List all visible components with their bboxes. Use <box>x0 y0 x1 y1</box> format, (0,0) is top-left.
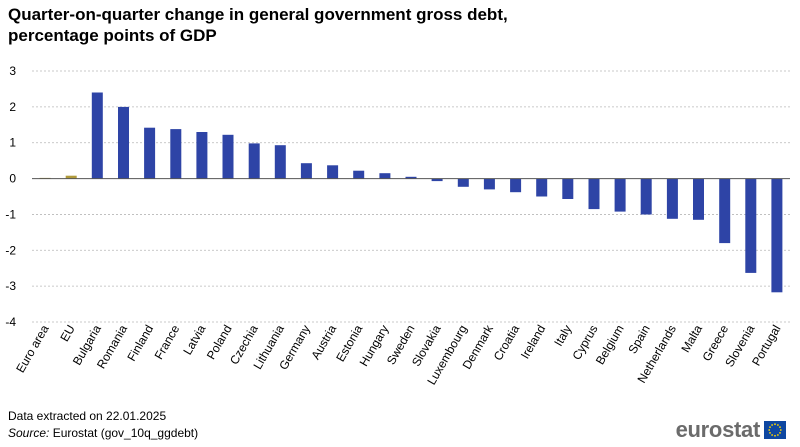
bar-austria <box>327 165 339 179</box>
eu-flag-icon <box>764 421 786 439</box>
bar-spain <box>640 178 652 215</box>
source-note: Source: Eurostat (gov_10q_ggdebt) <box>8 426 198 441</box>
bar-czechia <box>248 143 260 179</box>
chart-title: Quarter-on-quarter change in general gov… <box>8 4 788 46</box>
x-tick-label: France <box>152 322 183 362</box>
x-tick-label: EU <box>57 323 77 344</box>
y-axis-tick-labels: 3 2 1 0 -1 -2 -3 -4 <box>5 64 16 329</box>
bar-germany <box>300 163 312 179</box>
bar-malta <box>693 178 704 220</box>
y-tick-label: -4 <box>5 315 16 329</box>
bar-bulgaria <box>91 92 103 179</box>
x-tick-label: Ireland <box>518 323 548 362</box>
bar-italy <box>562 178 574 199</box>
bar-croatia <box>510 178 522 193</box>
bar-eu <box>65 175 77 179</box>
y-tick-label: -1 <box>5 207 16 221</box>
x-axis-category-labels: Euro area EUBulgariaRomaniaFinlandFranceL… <box>13 322 783 388</box>
bar-romania <box>118 106 129 179</box>
bar-belgium <box>614 178 626 212</box>
x-tick-label: Euro area <box>13 322 52 375</box>
bar-portugal <box>771 178 783 293</box>
x-tick-label: Finland <box>124 323 156 364</box>
source-label: Source: <box>8 426 50 440</box>
x-tick-label: Croatia <box>491 322 523 363</box>
chart-title-line2: percentage points of GDP <box>8 26 217 45</box>
chart-title-line1: Quarter-on-quarter change in general gov… <box>8 5 508 24</box>
bar-denmark <box>483 178 495 190</box>
y-tick-label: 3 <box>9 64 16 78</box>
y-tick-label: 0 <box>9 172 16 186</box>
eurostat-logo-text: eurostat <box>675 417 761 442</box>
bar-finland <box>144 127 156 179</box>
y-tick-label: 1 <box>9 136 16 150</box>
data-extracted-note: Data extracted on 22.01.2025 <box>8 409 167 423</box>
bar-estonia <box>353 170 365 179</box>
y-tick-label: -2 <box>5 243 16 257</box>
bar-slovenia <box>745 178 757 273</box>
eurostat-logo: eurostat <box>675 417 786 442</box>
x-tick-label: Italy <box>551 323 574 349</box>
bar-slovakia <box>431 178 443 182</box>
bar-greece <box>719 178 731 244</box>
bar-netherlands <box>666 178 678 219</box>
bar-hungary <box>379 173 391 179</box>
bar-france <box>170 129 182 179</box>
bar-luxembourg <box>457 178 469 187</box>
x-tick-label: Spain <box>625 323 652 357</box>
y-tick-label: 2 <box>9 100 16 114</box>
bar-poland <box>222 134 234 179</box>
bar-latvia <box>196 132 208 179</box>
x-tick-label: Malta <box>678 322 705 355</box>
bar-ireland <box>536 178 548 197</box>
bar-sweden <box>405 176 417 179</box>
y-tick-label: -3 <box>5 279 16 293</box>
bars <box>39 92 783 293</box>
bar-cyprus <box>588 178 600 210</box>
source-text: Eurostat (gov_10q_ggdebt) <box>49 426 199 440</box>
bar-lithuania <box>274 145 286 179</box>
